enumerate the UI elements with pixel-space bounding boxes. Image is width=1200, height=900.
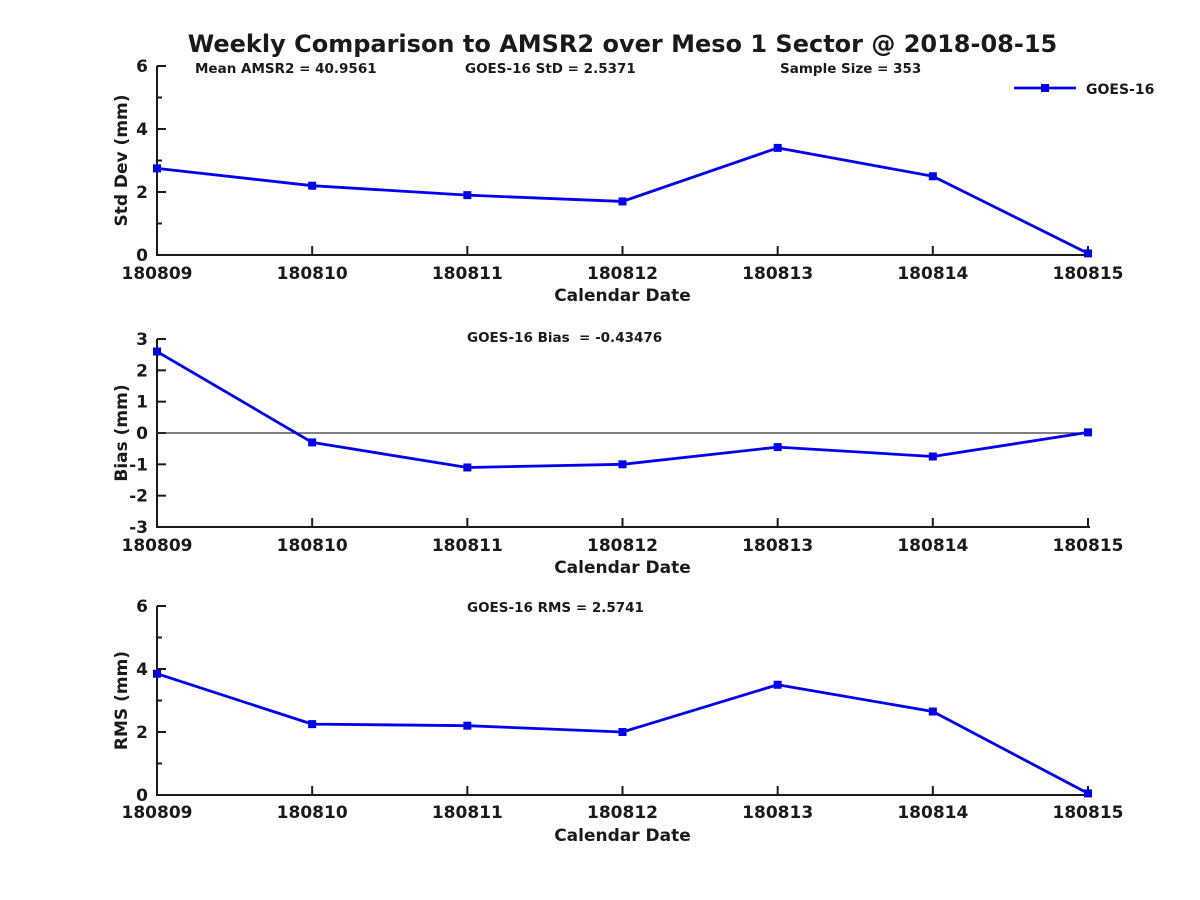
y-tick-label: 2 bbox=[136, 361, 148, 381]
data-point-marker bbox=[1084, 789, 1092, 798]
x-axis-title: Calendar Date bbox=[554, 826, 691, 846]
x-tick-label: 180811 bbox=[432, 264, 503, 284]
x-tick-label: 180814 bbox=[897, 803, 968, 823]
x-tick-label: 180809 bbox=[122, 536, 193, 556]
x-tick-label: 180812 bbox=[587, 536, 658, 556]
x-tick-label: 180815 bbox=[1053, 803, 1124, 823]
data-point-marker bbox=[1084, 249, 1092, 258]
annotation-text: Mean AMSR2 = 40.9561 bbox=[195, 61, 377, 77]
y-tick-label: 2 bbox=[136, 723, 148, 743]
legend-marker-sample bbox=[1041, 84, 1049, 92]
x-tick-label: 180813 bbox=[742, 536, 813, 556]
legend: GOES-16 bbox=[1014, 82, 1154, 98]
y-tick-label: 6 bbox=[136, 57, 148, 77]
data-point-marker bbox=[773, 443, 782, 452]
legend-label: GOES-16 bbox=[1086, 82, 1154, 98]
y-tick-label: 4 bbox=[136, 660, 148, 680]
data-point-marker bbox=[463, 463, 472, 472]
y-tick-label: 0 bbox=[136, 786, 148, 806]
x-tick-label: 180815 bbox=[1053, 264, 1124, 284]
data-point-marker bbox=[153, 669, 161, 678]
x-tick-label: 180812 bbox=[587, 264, 658, 284]
annotation-text: GOES-16 RMS = 2.5741 bbox=[467, 600, 644, 616]
annotation-text: GOES-16 StD = 2.5371 bbox=[465, 61, 636, 77]
y-tick-label: 1 bbox=[136, 393, 148, 413]
y-tick-label: -3 bbox=[129, 518, 148, 538]
y-tick-label: 2 bbox=[136, 183, 148, 203]
data-point-marker bbox=[928, 172, 937, 181]
x-axis-title: Calendar Date bbox=[554, 558, 691, 578]
data-point-marker bbox=[308, 181, 317, 190]
y-tick-label: -1 bbox=[129, 455, 148, 475]
x-tick-label: 180809 bbox=[122, 264, 193, 284]
y-tick-label: 0 bbox=[136, 424, 148, 444]
data-point-marker bbox=[773, 143, 782, 152]
y-tick-label: -2 bbox=[129, 487, 148, 507]
rms-chart: 0 2 4 6 180809 180810 180811 180812 180813 180814… bbox=[112, 597, 1124, 846]
x-tick-label: 180814 bbox=[897, 536, 968, 556]
annotation-text: GOES-16 Bias = -0.43476 bbox=[467, 330, 662, 346]
x-tick-label: 180811 bbox=[432, 536, 503, 556]
data-point-marker bbox=[308, 720, 317, 729]
data-point-marker bbox=[928, 452, 937, 461]
x-tick-label: 180809 bbox=[122, 803, 193, 823]
data-point-marker bbox=[618, 460, 627, 469]
y-axis-title: Std Dev (mm) bbox=[112, 94, 132, 226]
x-tick-label: 180810 bbox=[277, 264, 348, 284]
data-point-marker bbox=[618, 197, 627, 206]
y-axis-title: RMS (mm) bbox=[112, 651, 132, 750]
x-tick-label: 180812 bbox=[587, 803, 658, 823]
bias-chart: -3 -2 -1 0 1 2 3 180809 180810 180811 180812 180813… bbox=[112, 330, 1124, 578]
page-title: Weekly Comparison to AMSR2 over Meso 1 S… bbox=[187, 30, 1058, 58]
x-tick-label: 180813 bbox=[742, 803, 813, 823]
y-tick-label: 0 bbox=[136, 246, 148, 266]
x-tick-label: 180810 bbox=[277, 803, 348, 823]
y-tick-label: 6 bbox=[136, 597, 148, 617]
x-axis-title: Calendar Date bbox=[554, 286, 691, 306]
y-tick-label: 3 bbox=[136, 330, 148, 350]
data-point-marker bbox=[928, 707, 937, 716]
data-point-marker bbox=[153, 164, 161, 173]
x-tick-label: 180813 bbox=[742, 264, 813, 284]
x-tick-label: 180810 bbox=[277, 536, 348, 556]
x-tick-label: 180815 bbox=[1053, 536, 1124, 556]
data-point-marker bbox=[773, 680, 782, 689]
data-point-marker bbox=[463, 721, 472, 730]
data-point-marker bbox=[153, 347, 161, 356]
data-point-marker bbox=[463, 191, 472, 200]
x-tick-label: 180814 bbox=[897, 264, 968, 284]
data-point-marker bbox=[1084, 428, 1092, 437]
std-dev-chart: 0 2 4 6 180809 180810 180811 180812 180813 180814… bbox=[112, 57, 1154, 306]
series-line bbox=[156, 350, 1089, 469]
data-point-marker bbox=[308, 438, 317, 447]
y-axis-title: Bias (mm) bbox=[112, 384, 132, 481]
x-tick-label: 180811 bbox=[432, 803, 503, 823]
data-point-marker bbox=[618, 728, 627, 736]
annotation-text: Sample Size = 353 bbox=[780, 61, 921, 77]
y-tick-label: 4 bbox=[136, 120, 148, 140]
